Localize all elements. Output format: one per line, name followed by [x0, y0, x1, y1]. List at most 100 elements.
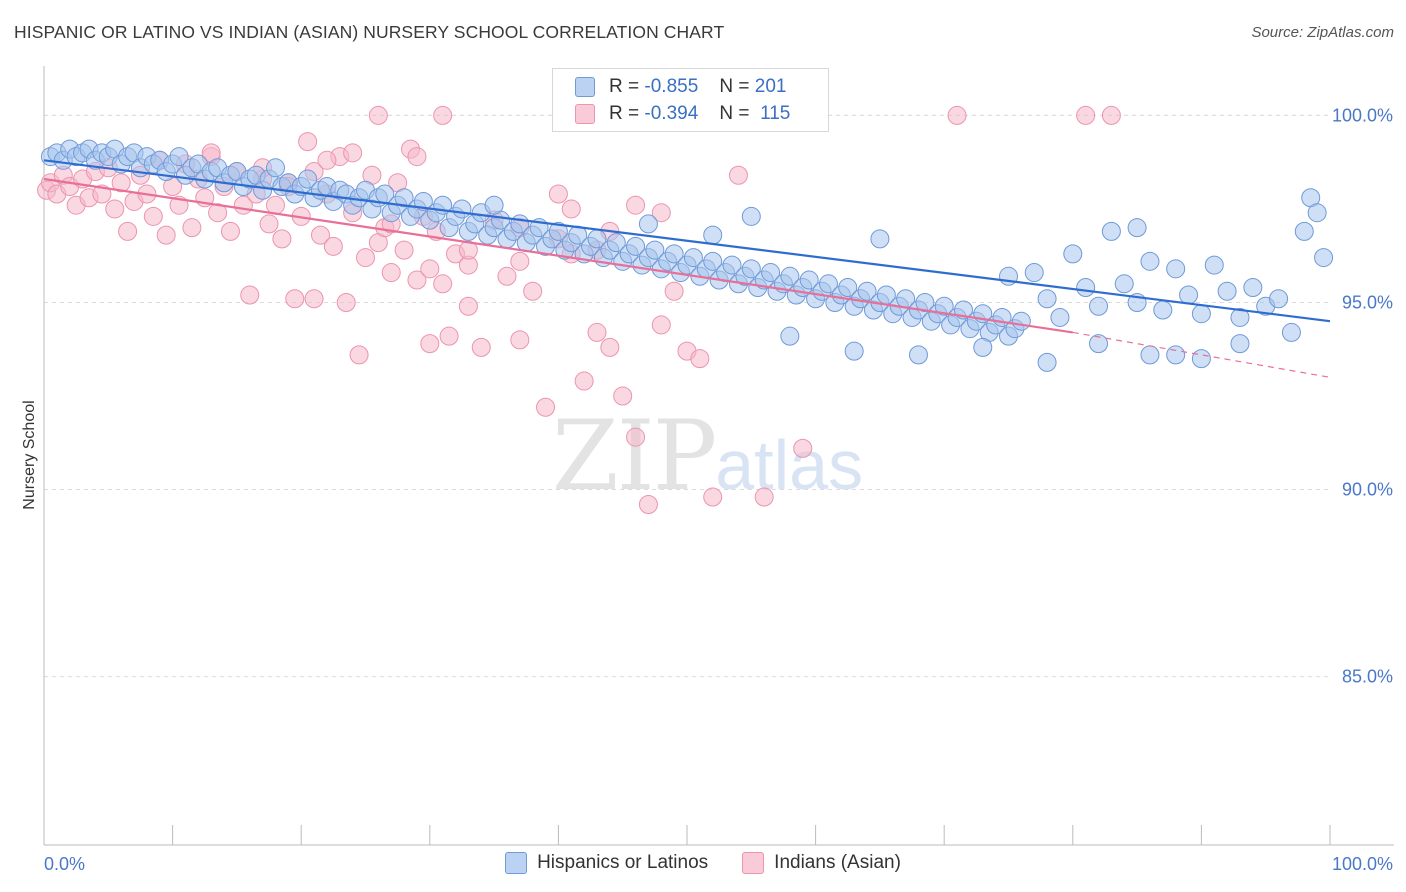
blue-point	[1024, 263, 1044, 283]
pink-point	[626, 427, 646, 447]
blue-point	[1191, 304, 1211, 324]
blue-point	[452, 199, 472, 219]
pink-point	[323, 236, 343, 256]
stats-legend: R = -0.855 N = 201 R = -0.394 N = 115	[552, 68, 829, 132]
blue-point	[1281, 322, 1301, 342]
pink-point	[947, 105, 967, 125]
blue-point	[626, 236, 646, 256]
blue-point	[703, 225, 723, 245]
blue-point	[169, 147, 189, 167]
pink-point	[728, 165, 748, 185]
pink-point	[407, 270, 427, 290]
pink-point	[510, 330, 530, 350]
pink-point	[471, 337, 491, 357]
legend-n-label: N =	[719, 103, 750, 124]
axis-labels: 85.0% 90.0% 95.0% 100.0% 0.0% 100.0% Nursery S…	[21, 105, 1393, 874]
zipatlas-watermark: ZIPatlas	[552, 400, 863, 512]
blue-point	[1230, 334, 1250, 354]
blue-point	[844, 341, 864, 361]
blue-point	[973, 337, 993, 357]
legend-swatch-pink	[575, 104, 595, 124]
watermark-zip: ZIP	[552, 400, 717, 512]
blue-point	[484, 195, 504, 215]
pink-point	[317, 150, 337, 170]
legend-n-value: 115	[760, 103, 791, 124]
pink-point	[497, 266, 517, 286]
pink-point	[349, 345, 369, 365]
blue-point	[1191, 349, 1211, 369]
pink-point	[587, 322, 607, 342]
blue-point	[838, 278, 858, 298]
blue-point	[394, 188, 414, 208]
pink-point	[420, 334, 440, 354]
legend-n-value: 201	[754, 76, 787, 97]
blue-point	[915, 292, 935, 312]
legend-row-pink: R = -0.394 N = 115	[575, 101, 790, 127]
blue-trend-line	[43, 159, 1331, 323]
series-swatch-pink	[742, 852, 765, 874]
pink-point	[143, 206, 163, 226]
pink-point	[651, 203, 671, 223]
pink-point	[304, 289, 324, 309]
blue-point	[1140, 345, 1160, 365]
blue-point	[1037, 289, 1057, 309]
blue-point	[870, 229, 890, 249]
blue-point	[799, 270, 819, 290]
blue-point	[1230, 307, 1250, 327]
y-tick-label: 95.0%	[1342, 292, 1393, 312]
blue-series-points	[40, 139, 1334, 372]
blue-point	[638, 214, 658, 234]
pink-point	[156, 225, 176, 245]
y-axis-label: Nursery School	[21, 400, 38, 509]
blue-point	[1140, 251, 1160, 271]
pink-point	[638, 495, 658, 515]
blue-point	[1314, 248, 1334, 268]
pink-point	[458, 240, 478, 260]
blue-point	[645, 240, 665, 260]
blue-point	[606, 233, 626, 253]
blue-point	[741, 206, 761, 226]
pink-point	[368, 105, 388, 125]
pink-point	[433, 274, 453, 294]
pink-point	[259, 214, 279, 234]
blue-point	[780, 266, 800, 286]
legend-r-value: -0.855	[644, 76, 699, 97]
pink-point	[298, 132, 318, 152]
x-tick-label: 100.0%	[1332, 854, 1393, 874]
legend-r-label: R =	[609, 76, 640, 97]
y-tick-label: 90.0%	[1342, 480, 1393, 500]
trend-lines	[43, 159, 1331, 378]
pink-point	[420, 259, 440, 279]
blue-point	[1114, 274, 1134, 294]
blue-point	[1050, 307, 1070, 327]
blue-point	[683, 248, 703, 268]
series-legend-blue: Hispanics or Latinos	[505, 852, 708, 874]
blue-point	[1063, 244, 1083, 264]
blue-point	[934, 296, 954, 316]
blue-point	[857, 281, 877, 301]
pink-point	[111, 173, 131, 193]
legend-swatch-blue	[575, 77, 595, 97]
blue-point	[265, 158, 285, 178]
series-label-blue: Hispanics or Latinos	[537, 852, 709, 873]
pink-point	[664, 281, 684, 301]
pink-point	[651, 315, 671, 335]
chart-source: Source: ZipAtlas.com	[1251, 24, 1394, 41]
pink-point	[626, 195, 646, 215]
pink-point	[458, 296, 478, 316]
blue-point	[1217, 281, 1237, 301]
pink-trend-line	[43, 177, 1073, 334]
blue-point	[1089, 334, 1109, 354]
y-tick-label: 100.0%	[1332, 105, 1393, 125]
blue-point	[1307, 203, 1327, 223]
legend-n-label: N =	[719, 76, 750, 97]
series-legend-pink: Indians (Asian)	[742, 852, 901, 874]
blue-point	[548, 221, 568, 241]
blue-point	[1101, 221, 1121, 241]
legend-r-value: -0.394	[644, 103, 699, 124]
watermark-atlas: atlas	[715, 426, 864, 504]
pink-point	[381, 263, 401, 283]
y-tick-label: 85.0%	[1342, 667, 1393, 687]
pink-point	[439, 326, 459, 346]
